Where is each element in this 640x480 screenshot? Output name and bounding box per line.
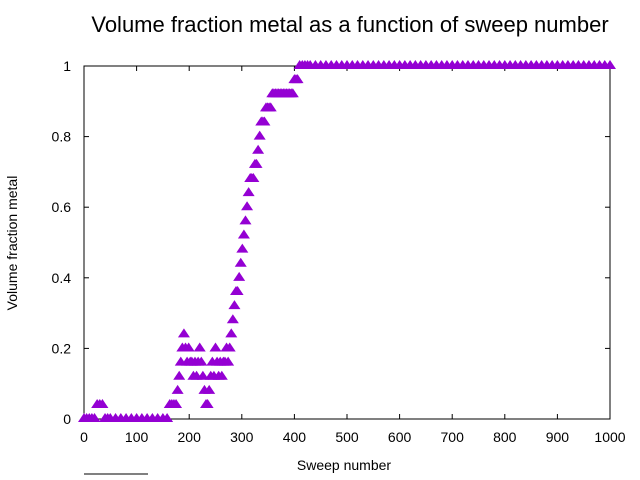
data-point — [604, 60, 616, 70]
data-point — [225, 328, 238, 338]
ticks: 0 100 200 300 400 500 600 700 800 900 1000 0 0.2 0.4 0… — [52, 58, 626, 445]
data-point — [253, 130, 266, 140]
data-point — [177, 328, 190, 338]
data-point — [171, 384, 184, 394]
data-point — [226, 314, 239, 324]
x-tick-label: 100 — [125, 429, 149, 445]
data-point — [173, 370, 186, 380]
data-point — [182, 342, 195, 352]
x-tick-label: 900 — [546, 429, 570, 445]
data-point — [250, 158, 263, 168]
data-point — [215, 370, 228, 380]
x-tick-label: 600 — [388, 429, 412, 445]
data-point — [201, 398, 214, 408]
data-point — [228, 300, 241, 310]
x-tick-label: 500 — [335, 429, 359, 445]
y-tick-label: 0.4 — [52, 270, 72, 286]
x-tick-label: 1000 — [594, 429, 625, 445]
data-point — [237, 229, 250, 239]
y-tick-label: 0 — [63, 411, 71, 427]
x-tick-label: 200 — [178, 429, 202, 445]
y-tick-label: 1 — [63, 58, 71, 74]
y-axis-label: Volume fraction metal — [4, 176, 20, 311]
y-tick-label: 0.6 — [52, 199, 72, 215]
x-tick-label: 400 — [283, 429, 307, 445]
data-point — [195, 356, 208, 366]
data-point — [231, 285, 244, 295]
data-point — [239, 215, 252, 225]
x-axis-label: Sweep number — [297, 457, 392, 473]
data-point — [241, 201, 254, 211]
data-point — [209, 342, 222, 352]
data-point — [203, 384, 216, 394]
data-point — [161, 413, 174, 423]
data-point — [264, 102, 277, 112]
data-point — [258, 116, 271, 126]
data-point — [88, 413, 101, 423]
x-tick-label: 800 — [493, 429, 517, 445]
data-point — [286, 88, 299, 98]
data-point — [222, 356, 235, 366]
data-point — [170, 398, 183, 408]
data-point — [233, 271, 246, 281]
data-point — [252, 144, 265, 154]
data-point — [223, 342, 236, 352]
data-point — [236, 243, 249, 253]
data-point — [247, 173, 260, 183]
data-point — [96, 398, 109, 408]
x-tick-label: 0 — [80, 429, 88, 445]
x-tick-label: 700 — [441, 429, 465, 445]
plot-border — [83, 65, 611, 420]
data-point — [234, 257, 247, 267]
data-point — [196, 370, 209, 380]
data-points — [78, 60, 616, 423]
x-tick-label: 300 — [230, 429, 254, 445]
y-tick-label: 0.8 — [52, 129, 72, 145]
data-point — [291, 74, 304, 84]
y-tick-label: 0.2 — [52, 340, 72, 356]
data-point — [193, 342, 206, 352]
chart-title: Volume fraction metal as a function of s… — [91, 12, 608, 37]
data-point — [242, 187, 255, 197]
